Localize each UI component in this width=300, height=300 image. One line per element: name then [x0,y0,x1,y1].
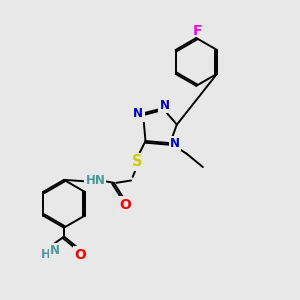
Text: N: N [50,244,60,257]
Text: N: N [170,137,180,150]
Text: O: O [74,248,86,262]
Text: HN: HN [85,174,105,187]
Text: F: F [193,25,202,38]
Text: O: O [119,198,131,212]
Text: H: H [41,248,51,261]
Text: N: N [160,99,170,112]
Text: S: S [132,154,142,169]
Text: N: N [134,107,143,120]
